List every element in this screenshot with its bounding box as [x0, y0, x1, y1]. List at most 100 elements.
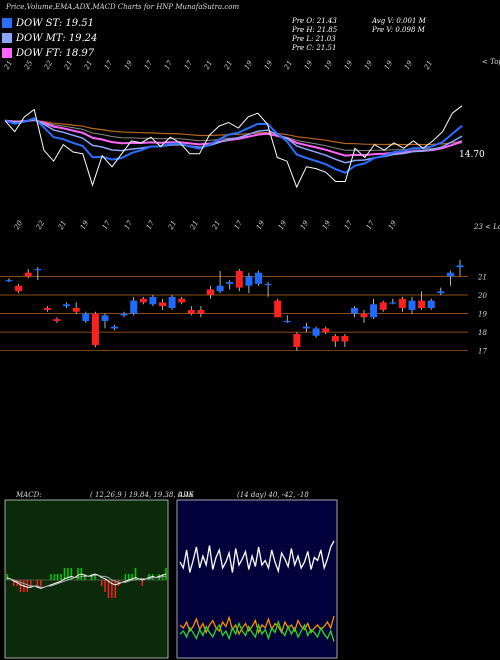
- candle-body: [418, 300, 426, 308]
- price-axis-ticks: 21 20 19 18 17: [477, 273, 487, 355]
- candle: [408, 296, 416, 314]
- bottom-label: 21: [210, 219, 222, 232]
- candle: [120, 311, 128, 318]
- bottom-label: 21: [188, 219, 200, 232]
- stat-pre-volume: Pre V: 0.098 M: [372, 26, 425, 34]
- candle-body: [63, 304, 71, 307]
- candle-body: [312, 328, 320, 336]
- macd-signal-line: [7, 574, 166, 588]
- candle-body: [207, 289, 214, 295]
- candle-body: [43, 308, 51, 310]
- candle: [43, 306, 51, 312]
- candle: [427, 298, 435, 310]
- candle-body: [101, 315, 109, 321]
- candle: [255, 270, 262, 286]
- candle: [360, 309, 368, 323]
- candle-body: [149, 296, 157, 305]
- top-label: 17: [143, 59, 155, 71]
- candle-body: [350, 308, 358, 314]
- candle: [34, 267, 42, 281]
- candle: [245, 272, 253, 294]
- adx-plus-di-line: [179, 619, 335, 642]
- candle: [207, 285, 214, 299]
- stat-pre-low: Pre L: 21.03: [292, 35, 336, 43]
- candle-body: [168, 296, 176, 308]
- bottom-label: 19: [321, 219, 333, 231]
- ema-tops-labels: 21 25 22 21 21 17 19 17 17 17 21 21 19 19 21 19 19 19 19 19…: [2, 59, 434, 72]
- candle: [24, 269, 32, 279]
- top-label: 19: [343, 59, 355, 71]
- legend-label-st: DOW ST: 19.51: [16, 17, 95, 29]
- top-label: 19: [363, 59, 375, 71]
- legend-dow-mt: DOW MT: 19.24: [2, 32, 97, 44]
- candle: [53, 317, 61, 323]
- bottom-label: 17: [123, 219, 135, 231]
- candle-body: [322, 328, 330, 333]
- candle-body: [283, 321, 291, 323]
- candle: [226, 280, 234, 290]
- candle: [82, 311, 90, 323]
- candle: [389, 298, 397, 305]
- candle-body: [331, 335, 339, 342]
- candle-body: [437, 291, 445, 294]
- candle: [72, 302, 80, 314]
- candle: [111, 324, 119, 331]
- ema-last-value: 14.70: [459, 150, 485, 160]
- bottom-label: 21: [166, 219, 178, 232]
- bottom-label: 19: [79, 219, 91, 231]
- top-label: 21: [202, 59, 214, 72]
- candle-body: [274, 300, 282, 318]
- top-label: 19: [243, 59, 255, 71]
- adx-line: [179, 540, 335, 574]
- candle: [398, 296, 406, 312]
- candle-body: [408, 300, 416, 310]
- adx-title: ADX: [178, 491, 194, 499]
- bottom-label: 21: [56, 219, 68, 232]
- candle: [5, 278, 13, 282]
- stat-avg-volume: Avg V: 0.001 M: [372, 17, 426, 25]
- candle-body: [389, 302, 397, 304]
- top-label: 19: [403, 59, 415, 71]
- candle: [293, 332, 301, 351]
- candle-body: [5, 280, 13, 282]
- candle: [168, 295, 176, 310]
- legend-label-ft: DOW FT: 18.97: [16, 47, 95, 59]
- candle-body: [264, 283, 272, 286]
- candle: [264, 282, 272, 297]
- candle-body: [72, 308, 80, 312]
- candle: [341, 334, 349, 347]
- candle: [216, 270, 224, 294]
- candle-body: [91, 313, 99, 346]
- bottom-label: 19: [387, 219, 399, 231]
- top-label: 19: [303, 59, 315, 71]
- candle: [350, 306, 358, 318]
- candle-body: [255, 272, 262, 284]
- candle: [446, 270, 454, 286]
- candle-body: [398, 298, 406, 308]
- candle-body: [82, 313, 90, 321]
- candle-body: [34, 269, 42, 271]
- candle-body: [120, 313, 128, 316]
- candle-body: [159, 302, 166, 307]
- macd-histogram: [6, 568, 167, 598]
- candle-body: [446, 272, 454, 277]
- lows-label: 23 < Lows: [473, 223, 500, 231]
- close-price-line: [4, 105, 463, 189]
- bottom-label: 17: [365, 219, 377, 231]
- price-tick-label: 20: [477, 292, 487, 300]
- top-label: 21: [62, 59, 74, 72]
- candle-body: [303, 326, 310, 329]
- price-grid: [0, 276, 468, 352]
- candle-body: [216, 285, 224, 292]
- candle: [235, 269, 243, 292]
- top-label: 17: [163, 59, 175, 71]
- adx-params: (14 day) 40, -42, -18: [237, 491, 309, 499]
- legend-swatch-ft: [2, 48, 12, 58]
- candles: [5, 259, 464, 351]
- macd-params: ( 12,26,9 ) 19.84, 19.38, 0.46: [90, 491, 194, 499]
- stat-pre-close: Pre C: 21.51: [292, 44, 337, 52]
